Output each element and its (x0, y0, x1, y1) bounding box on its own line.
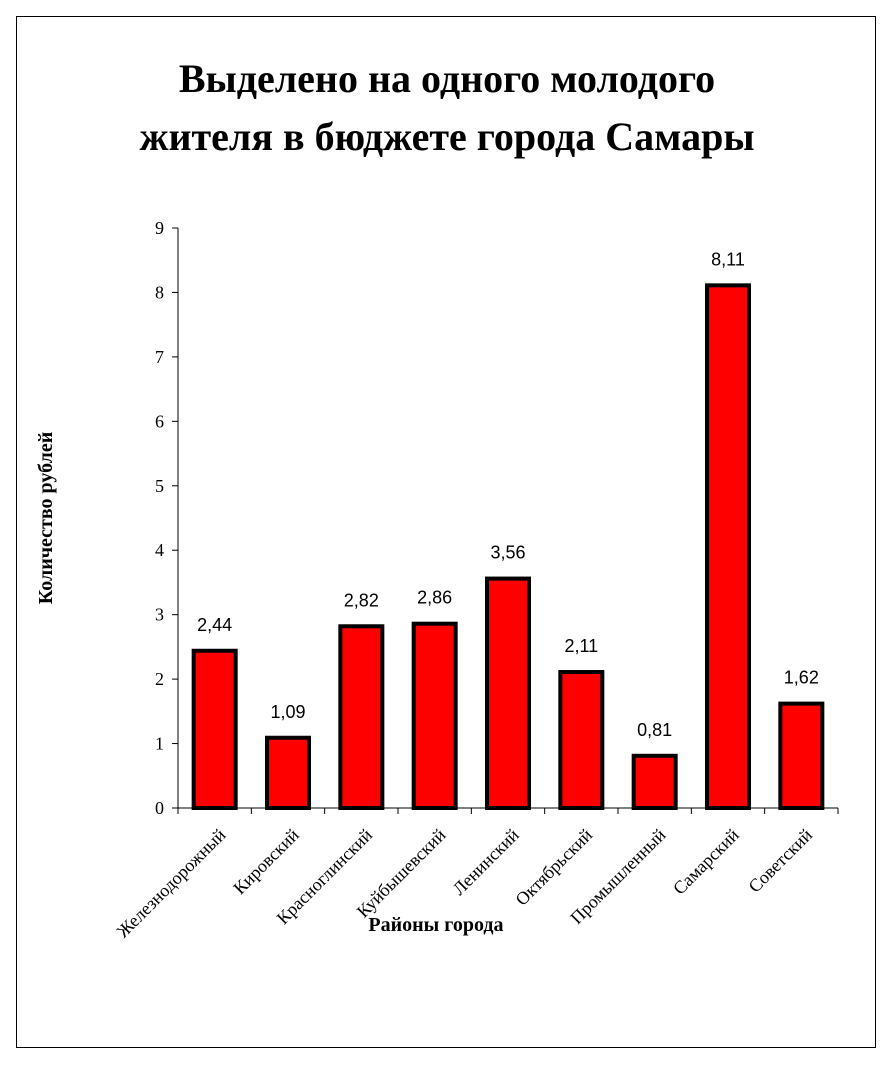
y-tick-label: 4 (155, 540, 164, 560)
y-tick-label: 2 (155, 669, 164, 689)
y-tick-label: 5 (155, 476, 164, 496)
data-label: 3,56 (490, 543, 525, 563)
data-label: 2,11 (564, 636, 598, 656)
y-axis-title: Количество рублей (35, 432, 57, 604)
bar (778, 701, 825, 810)
y-tick-label: 1 (155, 734, 164, 754)
data-label: 2,44 (197, 615, 232, 635)
bar (338, 624, 385, 810)
y-tick-label: 0 (155, 798, 164, 818)
x-tick-label: Советский (744, 824, 816, 896)
y-tick-label: 3 (155, 605, 164, 625)
x-tick-label: Железнодорожный (113, 824, 230, 941)
bar (631, 753, 678, 810)
y-tick-label: 9 (155, 218, 164, 238)
data-label: 1,09 (270, 702, 305, 722)
y-tick-label: 7 (155, 347, 164, 367)
x-axis-title: Районы города (368, 914, 503, 936)
bar (705, 283, 751, 811)
data-label: 1,62 (784, 668, 819, 688)
data-label: 0,81 (637, 720, 672, 740)
chart-title: Выделено на одного молодого жителя в бюд… (139, 56, 755, 159)
bar (485, 576, 531, 810)
x-tick-label: Кировский (229, 824, 303, 898)
data-label: 8,11 (711, 249, 745, 269)
y-tick-label: 8 (155, 282, 164, 302)
bar (558, 670, 605, 810)
data-label: 2,82 (344, 590, 379, 610)
y-tick-label: 6 (155, 411, 164, 431)
plot-area: 0 1 2 3 4 5 6 7 8 9 2,44 Железнодорожный 1,09 Кировск… (35, 218, 839, 941)
bar (265, 735, 311, 810)
data-label: 2,86 (417, 588, 452, 608)
chart-frame (16, 16, 876, 1048)
x-tick-label: Ленинский (449, 824, 523, 898)
bar (411, 621, 458, 811)
bar (191, 648, 238, 810)
x-tick-label: Самарский (669, 824, 743, 898)
